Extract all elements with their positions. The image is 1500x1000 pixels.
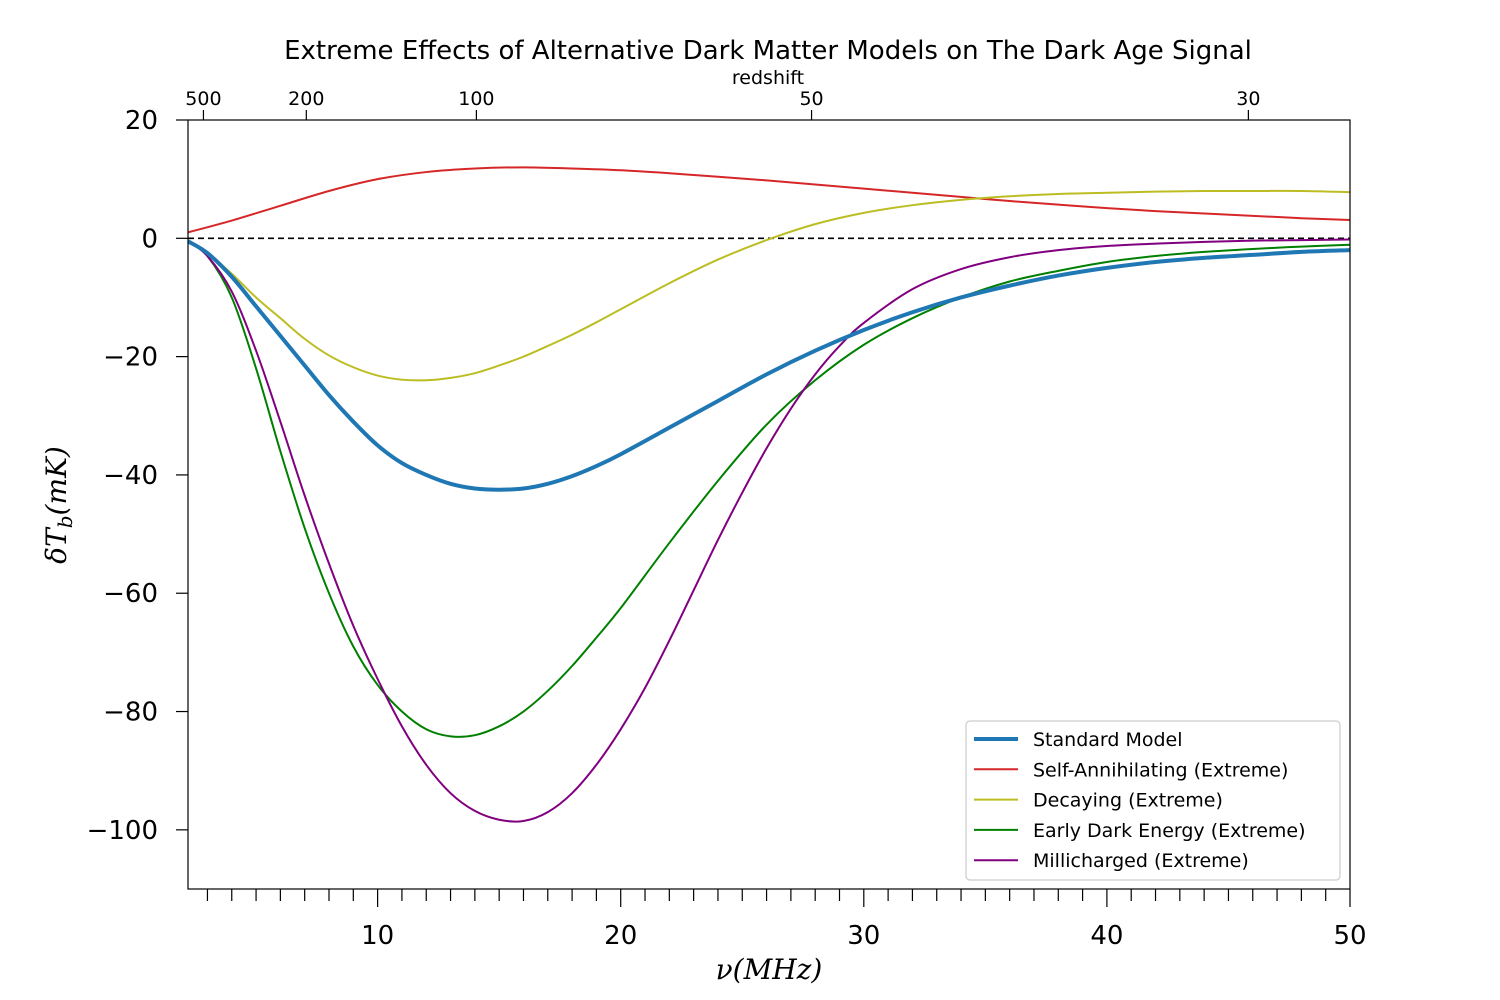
x-axis-label: ν(MHz) [716, 953, 823, 986]
x-tick-label: 50 [1333, 921, 1366, 951]
series-line-millicharged-extreme [188, 238, 1350, 823]
top-tick-label: 30 [1236, 88, 1260, 110]
y-axis-label: δTb(mK) [40, 446, 77, 564]
top-tick-label: 100 [458, 88, 494, 110]
x-tick-label: 30 [847, 921, 880, 951]
y-tick-label: −60 [103, 579, 158, 609]
y-tick-label: −40 [103, 461, 158, 491]
y-tick-label: −80 [103, 698, 158, 728]
y-tick-label: −100 [87, 816, 158, 846]
top-axis-label: redshift [732, 67, 804, 89]
series-line-self-annihilating-extreme [188, 166, 1350, 234]
legend-label: Decaying (Extreme) [1033, 790, 1223, 812]
series-line-decaying-extreme [188, 189, 1350, 382]
y-tick-label: 0 [141, 224, 158, 254]
series-line-standard-model [188, 239, 1350, 492]
legend: Standard Model Self-Annihilating (Extreme… [965, 720, 1341, 881]
y-tick-label: 20 [125, 106, 158, 136]
y-tick-label: −20 [103, 343, 158, 373]
x-tick-label: 40 [1090, 921, 1123, 951]
legend-label: Self-Annihilating (Extreme) [1033, 759, 1288, 781]
legend-label: Millicharged (Extreme) [1033, 850, 1249, 872]
x-tick-label: 20 [604, 921, 637, 951]
legend-box [965, 720, 1341, 881]
top-tick-label: 500 [185, 88, 221, 110]
x-tick-label: 10 [361, 921, 394, 951]
plot-frame [187, 119, 1351, 890]
series-line-early-dark-energy-extreme [188, 240, 1350, 738]
chart-title: Extreme Effects of Alternative Dark Matt… [284, 36, 1252, 66]
plot-area [188, 166, 1350, 823]
legend-label: Standard Model [1033, 729, 1183, 751]
top-tick-label: 200 [288, 88, 324, 110]
top-tick-label: 50 [799, 88, 823, 110]
legend-label: Early Dark Energy (Extreme) [1033, 820, 1306, 842]
